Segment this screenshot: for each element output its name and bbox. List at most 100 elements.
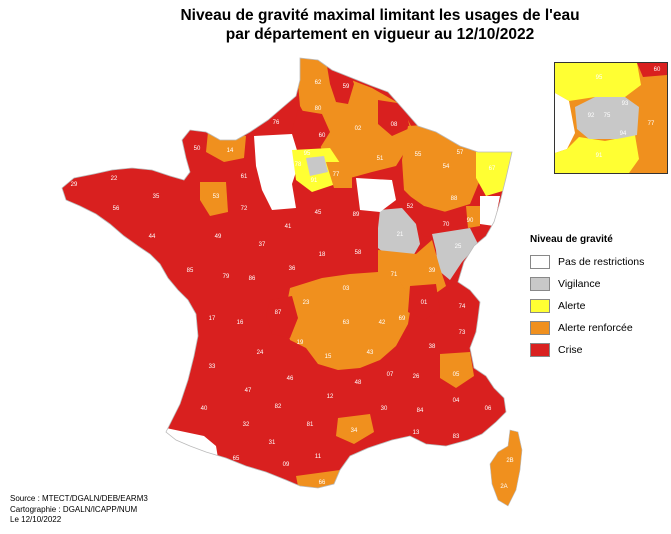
inset-dep-label-94: 94 — [620, 131, 627, 137]
inset-dep-label-93: 93 — [622, 101, 629, 107]
inset-dep-label-91: 91 — [596, 153, 603, 159]
dep-label-65: 65 — [233, 456, 240, 462]
dep-label-56: 56 — [113, 206, 120, 212]
dep-label-61: 61 — [241, 174, 248, 180]
dep-label-39: 39 — [429, 268, 436, 274]
dep-label-84: 84 — [417, 408, 424, 414]
dep-label-01: 01 — [421, 300, 428, 306]
dep-label-50: 50 — [194, 146, 201, 152]
legend-label-none: Pas de restrictions — [558, 256, 645, 268]
dep-label-91: 91 — [311, 178, 318, 184]
dep-label-81: 81 — [307, 422, 314, 428]
dep-label-64: 64 — [199, 444, 206, 450]
dep-label-71: 71 — [391, 272, 398, 278]
dep-label-95: 95 — [304, 151, 311, 157]
dep-label-49: 49 — [215, 234, 222, 240]
dep-label-23: 23 — [303, 300, 310, 306]
dep-label-40: 40 — [201, 406, 208, 412]
dep-77-area — [326, 162, 352, 188]
dep-label-02: 02 — [355, 126, 362, 132]
dep-label-04: 04 — [453, 398, 460, 404]
inset-dep-label-78: 78 — [565, 119, 572, 125]
mainland-regions — [62, 58, 512, 488]
dep-label-77: 77 — [333, 172, 340, 178]
dep-label-63: 63 — [343, 320, 350, 326]
dep-label-19: 19 — [297, 340, 304, 346]
inset-dep-label-75: 75 — [604, 113, 611, 119]
dep-60-area — [292, 110, 330, 150]
dep-label-10: 10 — [373, 190, 380, 196]
source-line-1: Source : MTECT/DGALN/DEB/EARM3 — [10, 494, 148, 503]
dep-87-area — [266, 296, 298, 338]
dep-label-22: 22 — [111, 176, 118, 182]
dep-label-33: 33 — [209, 364, 216, 370]
dep-label-07: 07 — [387, 372, 394, 378]
dep-label-16: 16 — [237, 320, 244, 326]
dep-label-78: 78 — [295, 162, 302, 168]
dep-label-82: 82 — [275, 404, 282, 410]
dep-34-area — [336, 414, 374, 444]
dep-label-46: 46 — [287, 376, 294, 382]
dep-label-88: 88 — [451, 196, 458, 202]
dep-label-18: 18 — [319, 252, 326, 258]
dep-label-11: 11 — [315, 454, 322, 460]
inset-dep-91-area — [555, 135, 639, 173]
title-line-1: Niveau de gravité maximal limitant les u… — [180, 7, 580, 24]
dep-27-28-area — [254, 134, 300, 210]
france-outline — [61, 57, 513, 489]
dep-label-21: 21 — [397, 232, 404, 238]
north-alert-zone — [296, 58, 412, 178]
dep-label-43: 43 — [367, 350, 374, 356]
dep-label-87: 87 — [275, 310, 282, 316]
legend-item-alerte: Alerte — [530, 295, 644, 317]
dep-label-06: 06 — [485, 406, 492, 412]
legend-swatch-alerte — [530, 299, 550, 313]
dep-label-85: 85 — [187, 268, 194, 274]
dep-label-26: 26 — [413, 374, 420, 380]
dep-label-2B: 2B — [506, 458, 513, 464]
legend-label-crise: Crise — [558, 344, 583, 356]
inset-dep-label-60: 60 — [654, 67, 661, 73]
dep-10-area — [356, 178, 396, 212]
crise-base-area — [62, 58, 512, 488]
dep-label-27: 27 — [269, 148, 276, 154]
dep-label-47: 47 — [245, 388, 252, 394]
dep-label-60: 60 — [319, 133, 326, 139]
source-line-2: Cartographie : DGALN/ICAPP/NUM — [10, 504, 138, 514]
dep-08-area — [378, 100, 410, 136]
dep-label-09: 09 — [283, 462, 290, 468]
dep-label-68: 68 — [481, 208, 488, 214]
dep-label-72: 72 — [241, 206, 248, 212]
dep-label-32: 32 — [243, 422, 250, 428]
dep-05-area — [440, 352, 474, 388]
dep-label-58: 58 — [355, 250, 362, 256]
dep-label-53: 53 — [213, 194, 220, 200]
dep-label-67: 67 — [489, 166, 496, 172]
corsica — [489, 429, 523, 507]
dep-label-24: 24 — [257, 350, 264, 356]
source-line-3: Le 12/10/2022 — [10, 515, 62, 524]
legend-item-vigilance: Vigilance — [530, 273, 644, 295]
dep-label-05: 05 — [453, 372, 460, 378]
dep-label-35: 35 — [153, 194, 160, 200]
dep-label-30: 30 — [381, 406, 388, 412]
dep-90-area — [466, 206, 480, 228]
dep-01-area — [408, 284, 440, 320]
dep-25-area — [432, 228, 478, 280]
inset-petite-couronne — [575, 97, 639, 139]
dep-label-34: 34 — [351, 428, 358, 434]
inset-dep-label-77: 77 — [648, 121, 655, 127]
dep-label-79: 79 — [223, 274, 230, 280]
dep-label-38: 38 — [429, 344, 436, 350]
inset-dep-label-95: 95 — [596, 75, 603, 81]
dep-label-41: 41 — [285, 224, 292, 230]
center-alert-zone — [284, 272, 412, 370]
dep-label-86: 86 — [249, 276, 256, 282]
legend-swatch-crise — [530, 343, 550, 357]
legend-swatch-alerte-renforcee — [530, 321, 550, 335]
dep-label-14: 14 — [227, 148, 234, 154]
dep-label-62: 62 — [315, 80, 322, 86]
dep-label-25: 25 — [455, 244, 462, 250]
